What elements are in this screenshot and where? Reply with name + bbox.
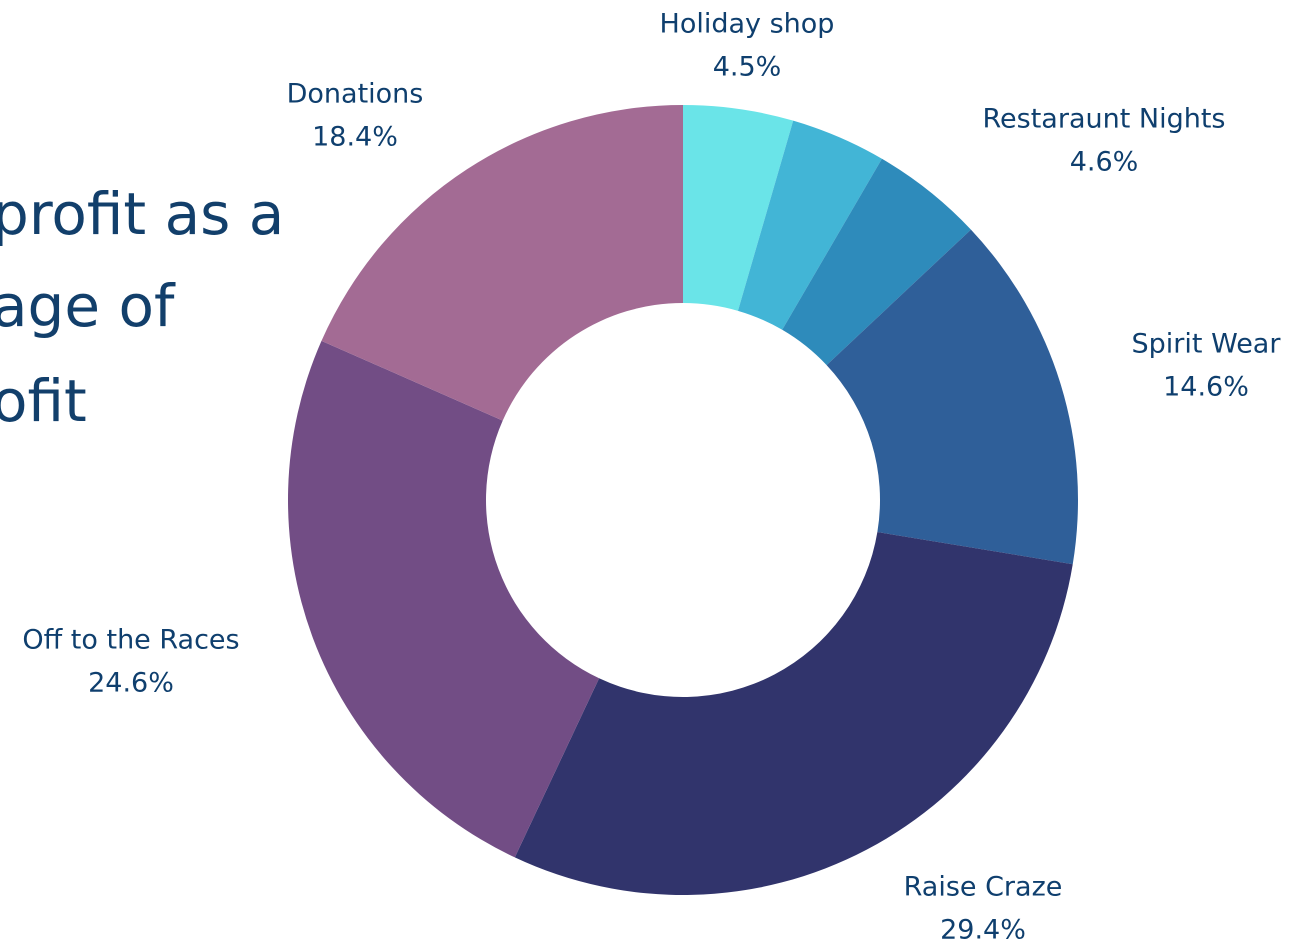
chart-title-line: age of — [0, 272, 176, 340]
donut-segment — [321, 105, 683, 421]
donut-segment — [514, 532, 1073, 895]
segment-value-label: 29.4% — [940, 915, 1026, 945]
donut-segment — [683, 105, 794, 311]
segment-label: Raise Craze — [904, 872, 1063, 903]
segment-value-label: 4.5% — [713, 52, 782, 83]
donut-segment — [288, 340, 600, 858]
segment-label: Holiday shop — [660, 9, 835, 40]
segment-label: Off to the Races — [22, 625, 239, 656]
segment-value-label: 18.4% — [312, 122, 398, 153]
segment-value-label: 4.6% — [1070, 147, 1139, 178]
segment-label: Restaraunt Nights — [983, 104, 1226, 135]
chart-title-line: ofit — [0, 367, 87, 435]
donut-segment — [737, 120, 882, 330]
segment-label: Spirit Wear — [1132, 329, 1282, 360]
donut-segment — [782, 158, 971, 366]
segment-value-label: 24.6% — [88, 668, 174, 699]
segment-value-label: 14.6% — [1163, 372, 1249, 403]
segment-label: Donations — [287, 79, 424, 110]
chart-title-line: profit as a — [0, 180, 284, 248]
donut-segment — [826, 229, 1078, 565]
